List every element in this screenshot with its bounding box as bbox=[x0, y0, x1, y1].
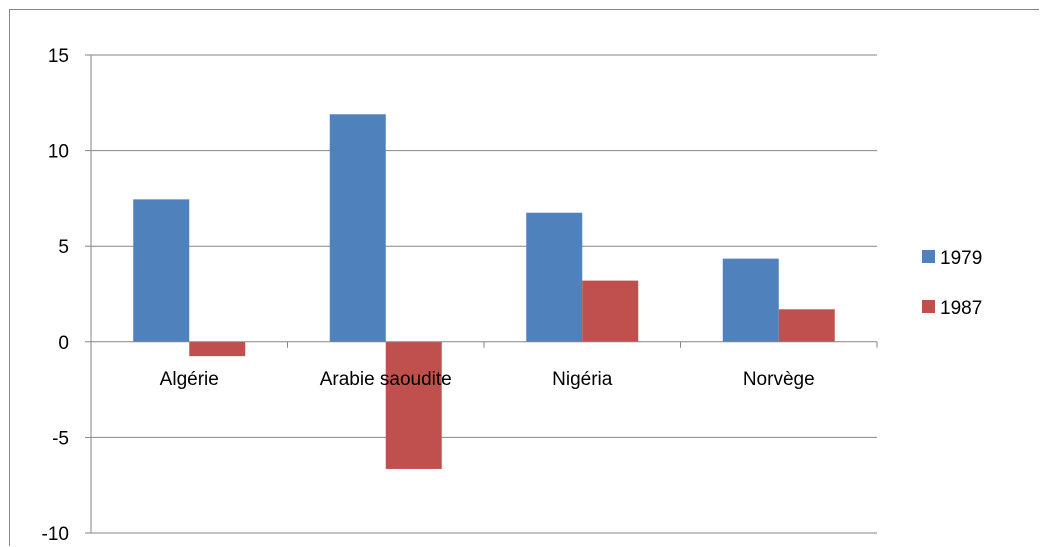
legend-label: 1979 bbox=[940, 248, 982, 269]
bar bbox=[779, 309, 835, 342]
bar bbox=[330, 114, 386, 342]
y-tick-label: 10 bbox=[48, 142, 69, 163]
bar bbox=[386, 342, 442, 469]
x-tick-labels: Algérie Arabie saoudite Nigéria Norvège bbox=[160, 369, 815, 390]
legend: 1979 1987 bbox=[922, 248, 982, 319]
bar bbox=[723, 259, 779, 342]
legend-swatch bbox=[922, 300, 935, 313]
y-tick-label: 15 bbox=[48, 46, 69, 67]
x-tick-label: Norvège bbox=[743, 369, 815, 390]
bars bbox=[133, 114, 835, 469]
y-tick-label: -5 bbox=[52, 428, 69, 449]
y-tick-label: 5 bbox=[58, 237, 69, 258]
bar bbox=[582, 281, 638, 342]
bar bbox=[526, 213, 582, 342]
y-tick-label: -10 bbox=[42, 524, 69, 545]
y-tick-label: 0 bbox=[58, 333, 69, 354]
bar bbox=[133, 199, 189, 341]
legend-swatch bbox=[922, 250, 935, 263]
bar bbox=[189, 342, 245, 356]
x-tick-label: Arabie saoudite bbox=[320, 369, 452, 390]
legend-label: 1987 bbox=[940, 298, 982, 319]
y-tick-labels: 15 10 5 0 -5 -10 bbox=[42, 46, 69, 545]
x-tick-label: Algérie bbox=[160, 369, 219, 390]
x-tick-label: Nigéria bbox=[552, 369, 613, 390]
